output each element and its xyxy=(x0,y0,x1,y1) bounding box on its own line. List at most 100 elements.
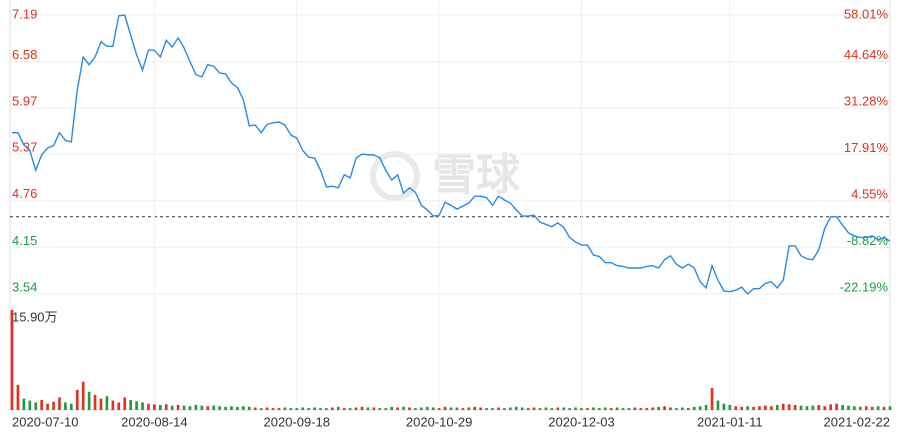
volume-bar xyxy=(200,405,204,410)
volume-bar xyxy=(253,407,257,410)
volume-bar xyxy=(841,404,844,410)
volume-bar xyxy=(627,408,631,410)
volume-bar xyxy=(514,406,518,410)
volume-bar xyxy=(592,407,595,410)
volume-bar xyxy=(259,408,263,410)
volume-bar xyxy=(562,407,566,410)
volume-bar xyxy=(176,404,180,410)
x-tick-label: 2020-07-10 xyxy=(12,414,79,429)
volume-bar xyxy=(295,408,299,410)
volume-bar xyxy=(876,406,880,410)
volume-bar xyxy=(212,405,216,410)
volume-bar xyxy=(366,407,370,410)
volume-bar xyxy=(354,407,358,410)
volume-bar xyxy=(81,381,85,410)
volume-bar xyxy=(141,402,144,410)
volume-bar xyxy=(870,406,874,410)
volume-bar xyxy=(194,404,198,410)
volume-bar xyxy=(746,406,749,410)
y-tick-label: 5.97 xyxy=(12,94,37,109)
volume-bar xyxy=(224,406,227,410)
volume-bar xyxy=(449,407,453,410)
volume-bar xyxy=(188,406,192,410)
x-tick-label: 2020-09-18 xyxy=(264,414,331,429)
volume-bar xyxy=(236,406,239,410)
volume-bar xyxy=(764,405,767,410)
volume-bar xyxy=(615,407,619,410)
volume-bar xyxy=(497,407,500,410)
volume-bar xyxy=(651,407,655,410)
price-line xyxy=(12,14,891,295)
volume-bar xyxy=(69,403,73,410)
volume-bar xyxy=(93,394,97,410)
volume-bar xyxy=(663,406,666,410)
volume-bar xyxy=(52,401,55,410)
volume-bar xyxy=(829,404,833,410)
volume-bar xyxy=(467,407,471,410)
volume-bar xyxy=(277,408,281,410)
volume-bar xyxy=(621,408,625,410)
volume-bar xyxy=(431,407,435,410)
volume-bar xyxy=(728,404,732,410)
volume-bar xyxy=(787,404,791,410)
volume-bar xyxy=(675,408,678,410)
volume-bar xyxy=(75,389,79,410)
x-tick-label: 2020-08-14 xyxy=(121,414,188,429)
volume-bar xyxy=(283,407,287,410)
volume-bar xyxy=(230,406,233,410)
y2-tick-label: 44.64% xyxy=(844,47,889,62)
volume-bar xyxy=(425,406,429,410)
y-tick-label: 7.19 xyxy=(12,6,37,21)
watermark-text: 雪球 xyxy=(432,151,521,200)
volume-bar xyxy=(704,404,708,410)
y2-tick-label: -22.19% xyxy=(840,279,889,294)
y2-tick-label: 17.91% xyxy=(844,140,889,155)
volume-bar xyxy=(390,406,394,410)
volume-bar xyxy=(265,407,269,410)
volume-bar xyxy=(218,406,221,410)
volume-bar xyxy=(479,407,482,410)
volume-bar xyxy=(491,408,494,410)
volume-bar xyxy=(508,407,512,410)
y2-tick-label: 4.55% xyxy=(851,186,888,201)
volume-bar xyxy=(319,408,322,410)
volume-bar xyxy=(882,406,886,410)
volume-bar xyxy=(135,401,138,410)
volume-bar xyxy=(64,402,67,410)
volume-bar xyxy=(99,398,103,410)
volume-bar xyxy=(722,403,726,410)
volume-bar xyxy=(129,399,132,410)
volume-bar xyxy=(686,408,690,410)
volume-bar xyxy=(414,408,417,410)
y-tick-label: 6.58 xyxy=(12,47,37,62)
volume-bar xyxy=(247,406,251,410)
volume-bar xyxy=(147,403,150,410)
volume-bar xyxy=(123,397,127,410)
volume-bar xyxy=(692,406,696,410)
volume-bar xyxy=(532,407,536,410)
volume-bar xyxy=(609,408,613,410)
volume-bar xyxy=(455,407,459,410)
volume-bar xyxy=(580,408,583,410)
volume-bar xyxy=(348,408,352,410)
volume-bar xyxy=(443,406,447,410)
volume-bar xyxy=(58,397,61,410)
volume-bar xyxy=(775,404,779,410)
y-tick-label: 5.37 xyxy=(12,140,37,155)
volume-bar xyxy=(170,405,174,410)
y-tick-label: 4.76 xyxy=(12,186,37,201)
volume-bar xyxy=(301,407,305,410)
volume-bar xyxy=(34,402,38,410)
y-tick-label: 3.54 xyxy=(12,279,37,294)
volume-bar xyxy=(242,406,245,410)
volume-bar xyxy=(384,408,388,410)
volume-bar xyxy=(781,403,785,410)
volume-bar xyxy=(734,406,738,410)
volume-bar xyxy=(835,403,838,410)
volume-bar xyxy=(117,402,121,410)
volume-bar xyxy=(853,406,856,410)
volume-bar xyxy=(645,408,649,410)
volume-bar xyxy=(105,396,109,410)
x-tick-label: 2021-01-11 xyxy=(697,414,763,429)
volume-bar xyxy=(461,408,465,410)
